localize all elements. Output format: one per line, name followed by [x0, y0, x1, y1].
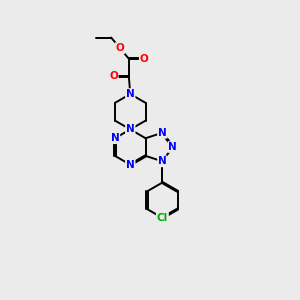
Text: N: N: [168, 142, 177, 152]
Text: N: N: [111, 133, 119, 143]
Text: Cl: Cl: [157, 213, 168, 223]
Text: O: O: [109, 71, 118, 81]
Text: N: N: [126, 124, 135, 134]
Text: N: N: [158, 156, 167, 166]
Text: N: N: [126, 89, 135, 99]
Text: N: N: [126, 160, 135, 170]
Text: O: O: [140, 54, 148, 64]
Text: N: N: [158, 128, 167, 138]
Text: O: O: [116, 43, 124, 53]
